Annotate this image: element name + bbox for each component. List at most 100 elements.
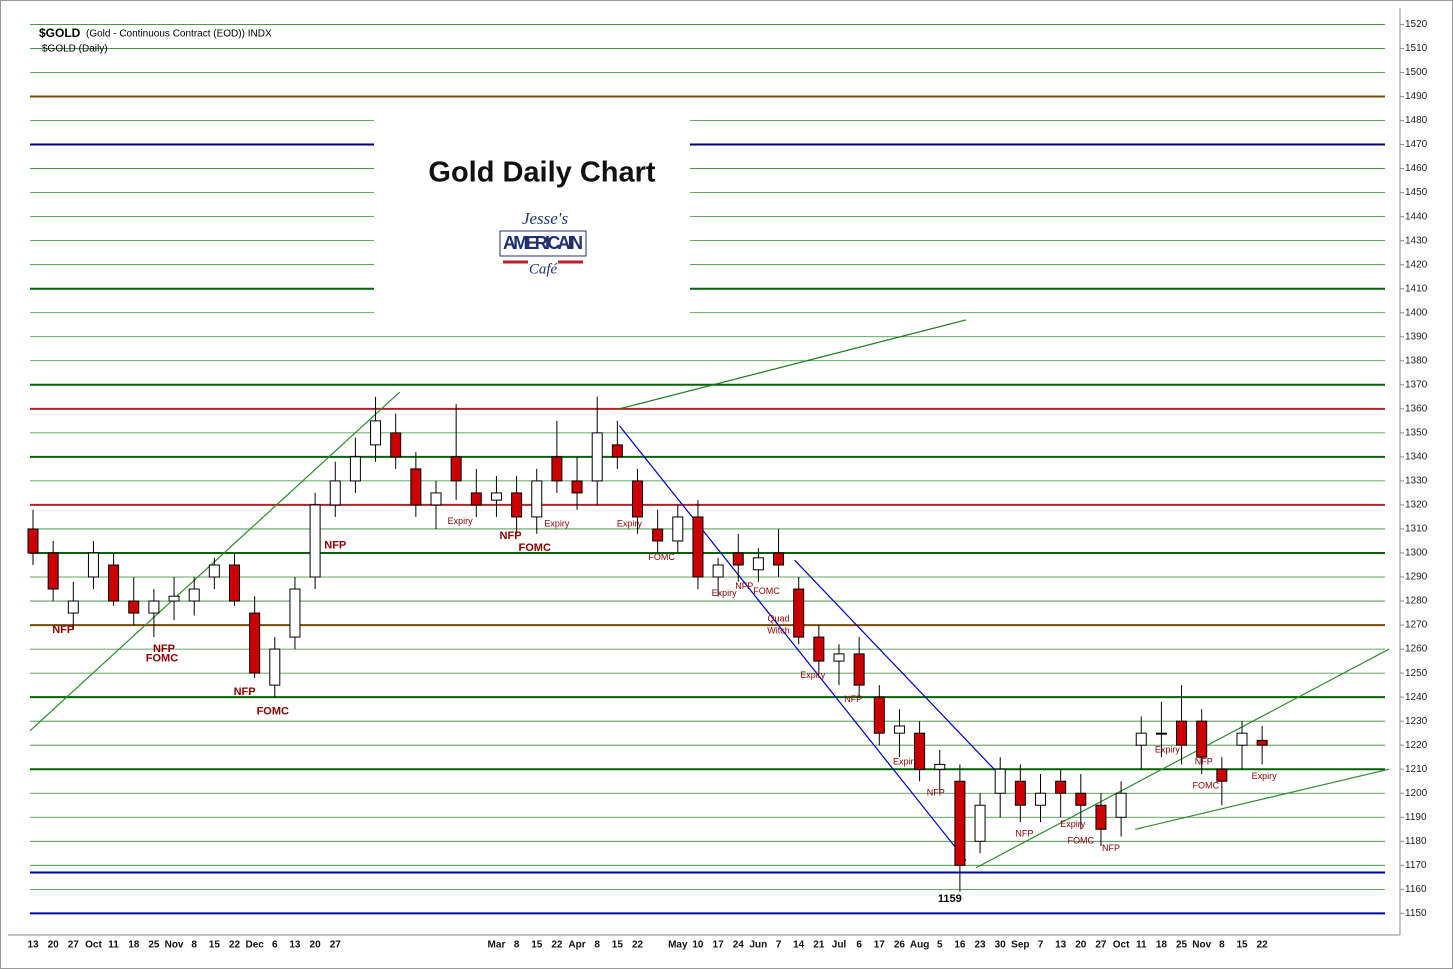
trend-line	[618, 425, 967, 861]
candle-body	[349, 456, 361, 482]
title-box	[374, 112, 690, 318]
candle-body	[551, 456, 563, 482]
annotation: NFP	[234, 686, 256, 698]
y-tick-label: 1440	[1405, 211, 1428, 222]
trend-line	[1135, 768, 1390, 830]
y-tick-label: 1430	[1405, 235, 1428, 246]
candle-body	[1035, 792, 1046, 806]
y-tick-label: 1420	[1405, 259, 1428, 270]
x-tick-label: 27	[330, 940, 342, 951]
annotation: Expiry	[1060, 819, 1086, 829]
x-tick-label: Sep	[1011, 940, 1029, 951]
candle-body	[914, 732, 926, 770]
annotation: FOMC	[1192, 780, 1219, 790]
y-tick-label: 1210	[1405, 764, 1428, 775]
candle-body	[430, 492, 442, 506]
logo: Jesse's AMERICAIN Café	[499, 209, 587, 277]
marks	[27, 396, 1268, 892]
annotation: FOMC	[1068, 836, 1095, 846]
trend-line	[794, 559, 995, 770]
annotation: 1159	[938, 893, 962, 905]
y-tick-label: 1320	[1405, 500, 1428, 511]
y-tick-label: 1270	[1405, 620, 1428, 631]
y-tick-label: 1290	[1405, 572, 1428, 583]
candle-body	[591, 432, 603, 482]
x-tick-label: 20	[48, 940, 60, 951]
candle-body	[269, 648, 281, 686]
candle-body	[370, 420, 382, 446]
x-tick-label: 6	[856, 940, 862, 951]
x-tick-label: 8	[594, 940, 600, 951]
candle-body	[692, 516, 704, 578]
candle-body	[833, 653, 845, 662]
candle-body	[188, 588, 200, 602]
logo-top: Jesse's	[522, 209, 569, 228]
candle-body	[1055, 780, 1067, 794]
x-tick-label: May	[668, 940, 688, 951]
candle-body	[490, 492, 502, 501]
x-tick-label: 25	[1176, 940, 1188, 951]
x-tick-label: Nov	[165, 940, 184, 951]
chart-title: Gold Daily Chart	[428, 157, 656, 189]
annotation: NFP	[927, 788, 945, 798]
x-tick-label: 6	[272, 940, 278, 951]
x-tick-label: 8	[1219, 940, 1225, 951]
candle-body	[47, 552, 59, 590]
y-tick-label: 1260	[1405, 644, 1428, 655]
annotation: NFP	[735, 581, 753, 591]
candle-body	[853, 653, 865, 686]
annotation: Expiry	[448, 516, 474, 526]
annotation: NFP	[1015, 828, 1033, 838]
annotation: NFP	[844, 694, 862, 704]
candle-body	[450, 456, 462, 482]
candle-body	[1256, 739, 1268, 746]
x-tick-label: 22	[632, 940, 644, 951]
y-tick-label: 1200	[1405, 788, 1428, 799]
x-tick-label: Dec	[245, 940, 264, 951]
x-tick-label: 15	[612, 940, 624, 951]
candle-body	[229, 564, 240, 602]
symbol-detail: (Gold - Continuous Contract (EOD)) INDX	[86, 29, 272, 40]
symbol: $GOLD	[39, 26, 81, 40]
candle-body	[893, 725, 905, 734]
x-tick-label: 13	[289, 940, 301, 951]
labels: 1150 1160 1170 1180 1190 1200 1210 1220 1230 1240…	[27, 19, 1427, 951]
x-tick-label: 30	[995, 940, 1007, 951]
candle-body	[611, 444, 623, 458]
candle-body	[1155, 732, 1167, 735]
candle-body	[249, 612, 261, 674]
annotation: Expiry	[712, 588, 738, 598]
y-tick-label: 1350	[1405, 427, 1428, 438]
x-tick-label: 18	[128, 940, 140, 951]
annotation: NFP	[500, 530, 522, 542]
y-tick-label: 1470	[1405, 139, 1428, 150]
candle-body	[672, 516, 684, 542]
annotation: Quad	[768, 613, 790, 623]
trend-line	[29, 391, 401, 732]
candle-body	[108, 564, 120, 602]
candle-body	[1075, 792, 1087, 806]
candle-body	[1236, 732, 1248, 746]
x-tick-label: 27	[68, 940, 80, 951]
trend-line	[975, 648, 1390, 869]
x-tick-label: Apr	[568, 940, 585, 951]
x-tick-label: Nov	[1192, 940, 1211, 951]
x-tick-label: 26	[894, 940, 906, 951]
candle-body	[752, 557, 764, 571]
annotation: Expiry	[617, 519, 643, 529]
x-tick-label: 23	[974, 940, 986, 951]
annotation: NFP	[1195, 756, 1213, 766]
y-tick-label: 1180	[1405, 836, 1427, 847]
y-tick-label: 1490	[1405, 91, 1428, 102]
annotation: NFP	[153, 643, 175, 655]
annotation: Expiry	[800, 670, 826, 680]
y-tick-label: 1240	[1405, 692, 1428, 703]
candle-body	[1216, 768, 1228, 782]
y-tick-label: 1520	[1405, 19, 1428, 30]
x-tick-label: 11	[1136, 940, 1147, 951]
candle-body	[712, 564, 724, 578]
y-tick-label: 1450	[1405, 187, 1428, 198]
annotation: NFP	[1102, 843, 1120, 853]
